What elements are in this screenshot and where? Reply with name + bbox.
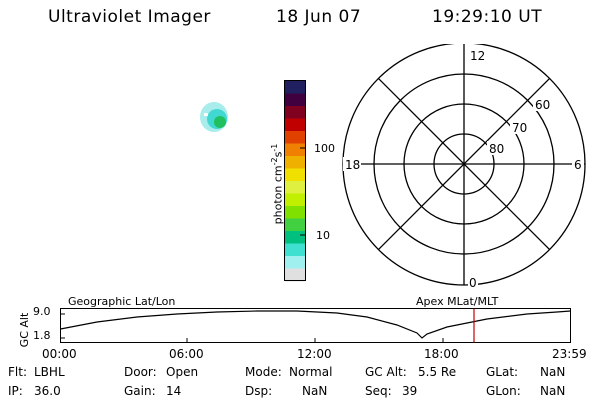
lat-label-70: 70 [512,121,527,135]
gc-alt-curve [60,310,571,339]
lat-label-80: 80 [489,142,504,156]
timeline-ytick-low: 1.8 [33,329,51,342]
status-seq-value: 39 [402,384,418,398]
timeline-axis-title: GC Alt [18,312,31,348]
colorbar-unit-label: photon cm-2s-1 [270,143,285,225]
colorbar [284,80,306,282]
timeline-xtick-2359: 23:59 [552,347,587,361]
status-door-value: Open [166,365,199,379]
colorbar-strip [285,231,305,244]
colorbar-strip [285,168,305,182]
status-gcalt-value: 5.5 Re [418,365,457,379]
colorbar-strip [285,193,305,207]
timeline-left-title: Geographic Lat/Lon [68,295,176,308]
emission-core [214,116,226,128]
timeline-plot [60,308,571,343]
status-ip-value: 36.0 [34,384,61,398]
colorbar-strip [285,93,305,107]
timeline-ytick-high: 9.0 [33,305,51,318]
timeline-xtick-1200: 12:00 [297,347,332,361]
status-mode-value: Normal [289,365,333,379]
colorbar-strip [285,256,305,269]
timeline-xtick-0000: 00:00 [42,347,77,361]
status-glon-label: GLon: [486,384,521,398]
status-flt-value: LBHL [34,365,65,379]
status-door-label: Door: [124,365,157,379]
status-glon-value: NaN [540,384,566,398]
colorbar-tick-label-100: 100 [314,142,335,155]
colorbar-strip [285,218,305,232]
image-time: 19:29:10 UT [432,7,543,27]
colorbar-strip [285,131,305,144]
colorbar-strip [285,143,305,157]
status-gain-label: Gain: [124,384,156,398]
status-dsp-value: NaN [302,384,328,398]
status-dsp-label: Dsp: [245,384,273,398]
colorbar-strip [285,206,305,219]
image-date: 18 Jun 07 [276,7,362,27]
status-seq-label: Seq: [365,384,392,398]
auroral-image [200,102,228,132]
status-gain-value: 14 [166,384,182,398]
mlt-label-0: 0 [469,276,477,290]
timeline-right-title: Apex MLat/MLT [416,295,499,308]
colorbar-strip [285,181,305,194]
colorbar-strip [285,81,305,94]
emission-gap [204,113,208,116]
status-ip-label: IP: [8,384,23,398]
mlt-label-12: 12 [470,49,485,63]
status-gcalt-label: GC Alt: [365,365,407,379]
colorbar-strip [285,156,305,169]
colorbar-strip [285,118,305,132]
colorbar-strip [285,268,305,282]
status-glat-value: NaN [540,365,566,379]
colorbar-strip [285,243,305,257]
lat-label-60: 60 [535,98,550,112]
polar-diagonal-2 [377,77,551,251]
timeline-frame [60,308,571,343]
status-flt-label: Flt: [8,365,27,379]
mlt-label-18: 18 [345,158,360,172]
status-glat-label: GLat: [486,365,519,379]
status-mode-label: Mode: [245,365,282,379]
mlt-label-6: 6 [574,158,582,172]
instrument-title: Ultraviolet Imager [48,7,211,27]
polar-grid: 12 18 6 0 60 70 80 [342,44,586,290]
timeline-xtick-1800: 18:00 [424,347,459,361]
colorbar-strip [285,106,305,119]
timeline-xtick-0600: 06:00 [169,347,204,361]
colorbar-tick-label-10: 10 [316,229,330,242]
